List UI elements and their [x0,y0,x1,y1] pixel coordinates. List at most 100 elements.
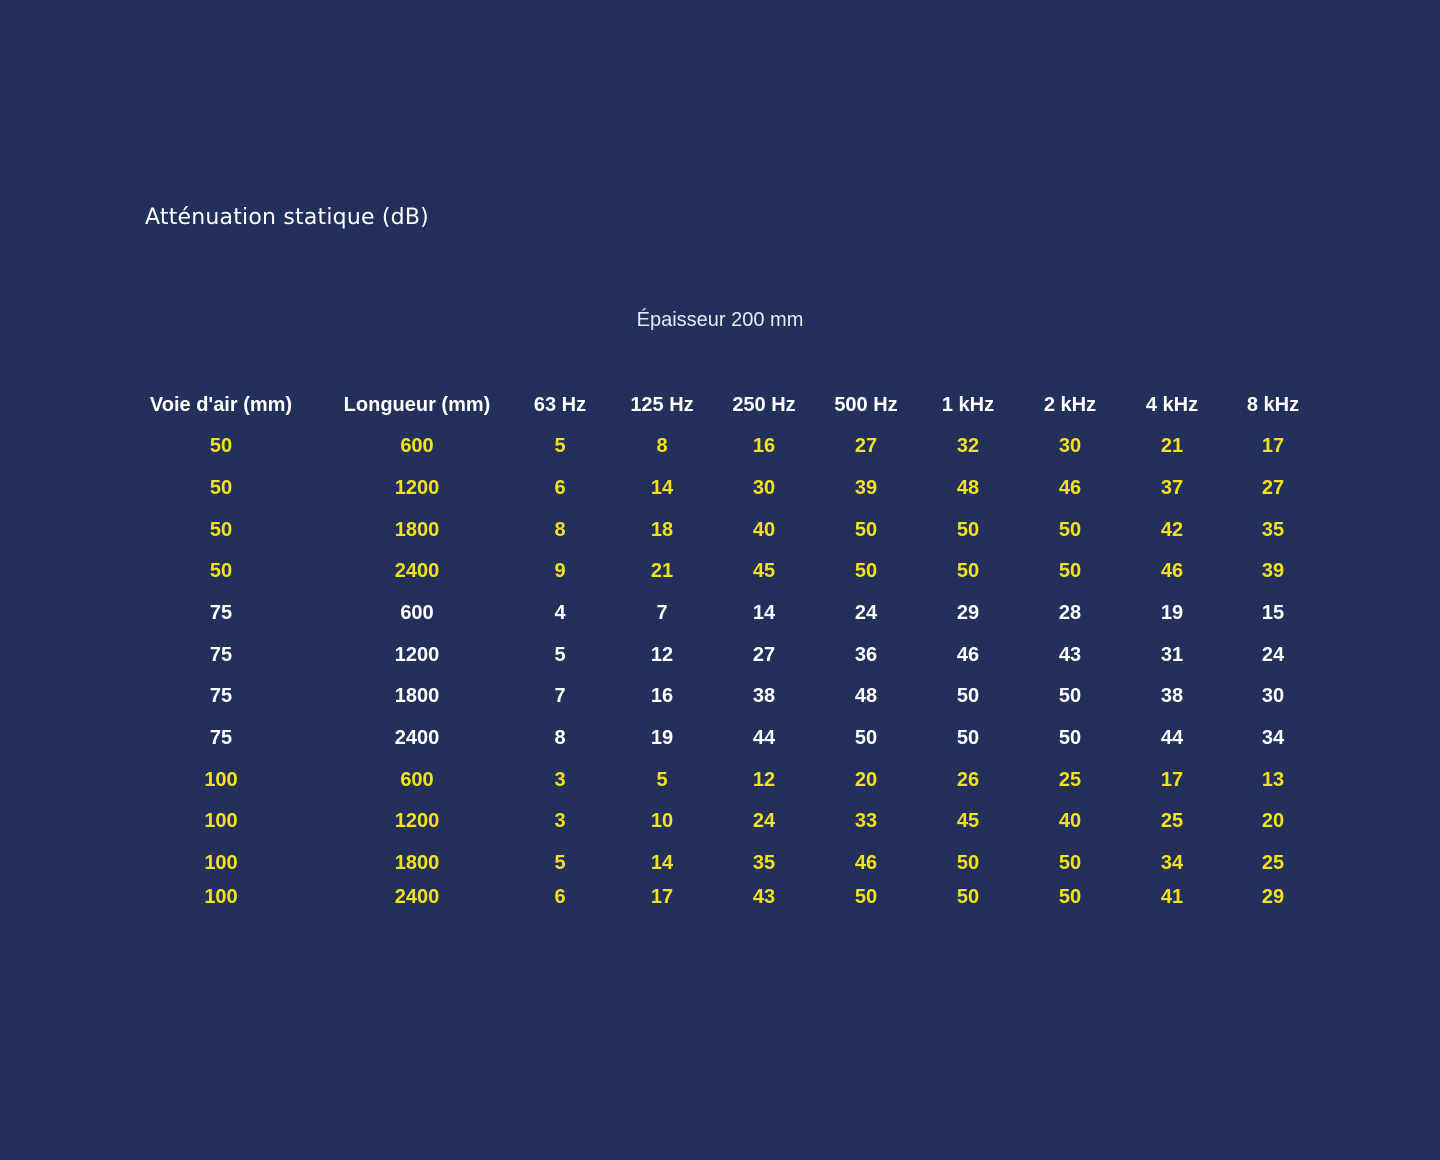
table-cell: 39 [854,477,878,499]
table-cell: 1800 [394,519,440,541]
table-cell: 12 [650,644,674,666]
table-cell: 50 [854,560,878,582]
table-cell: 25 [1058,769,1082,791]
table-cell: 24 [1261,644,1285,666]
table-cell: 29 [956,602,980,624]
table-cell: 34 [1261,727,1285,749]
column-header: Voie d'air (mm) [149,394,293,416]
table-cell: 35 [752,852,776,874]
table-cell: 42 [1160,519,1184,541]
column-header: 4 kHz [1145,394,1199,416]
table-cell: 6 [554,477,566,499]
table-cell: 46 [956,644,980,666]
table-cell: 40 [752,519,776,541]
table-cell: 24 [854,602,878,624]
table-cell: 46 [854,852,878,874]
column-header: 250 Hz [732,394,796,416]
table-cell: 50 [1058,886,1082,908]
table-cell: 50 [956,727,980,749]
table-cell: 100 [204,810,238,832]
table-cell: 6 [554,886,566,908]
table-cell: 48 [956,477,980,499]
table-cell: 8 [554,519,566,541]
table-cell: 15 [1261,602,1285,624]
table-cell: 100 [204,886,238,908]
table-cell: 75 [209,602,233,624]
table-cell: 7 [554,685,566,707]
table-cell: 19 [650,727,674,749]
table-cell: 5 [554,435,566,457]
table-cell: 45 [956,810,980,832]
table-cell: 7 [656,602,668,624]
table-cell: 50 [956,852,980,874]
table-cell: 27 [1261,477,1285,499]
table-cell: 75 [209,727,233,749]
column-header: Longueur (mm) [343,394,491,416]
table-cell: 2400 [394,727,440,749]
table-cell: 50 [1058,727,1082,749]
table-cell: 20 [854,769,878,791]
table-cell: 30 [752,477,776,499]
table-cell: 12 [752,769,776,791]
table-cell: 600 [400,435,434,457]
table-cell: 50 [1058,560,1082,582]
table-cell: 1200 [394,477,440,499]
table-cell: 9 [554,560,566,582]
table-cell: 16 [650,685,674,707]
table-cell: 24 [752,810,776,832]
table-cell: 3 [554,769,566,791]
table-cell: 30 [1261,685,1285,707]
table-cell: 30 [1058,435,1082,457]
table-cell: 50 [1058,519,1082,541]
table-cell: 17 [1160,769,1184,791]
table-cell: 35 [1261,519,1285,541]
table-cell: 18 [650,519,674,541]
table-cell: 50 [209,519,233,541]
table-cell: 41 [1160,886,1184,908]
table-subtitle: Épaisseur 200 mm [636,309,804,331]
page-title: Atténuation statique (dB) [145,205,429,230]
table-cell: 33 [854,810,878,832]
table-cell: 4 [554,602,566,624]
table-cell: 27 [854,435,878,457]
table-cell: 600 [400,602,434,624]
table-cell: 20 [1261,810,1285,832]
table-cell: 14 [752,602,776,624]
table-cell: 46 [1160,560,1184,582]
table-cell: 1800 [394,852,440,874]
table-cell: 16 [752,435,776,457]
table-cell: 29 [1261,886,1285,908]
table-cell: 50 [854,519,878,541]
table-cell: 25 [1261,852,1285,874]
table-cell: 50 [956,519,980,541]
table-cell: 44 [752,727,776,749]
column-header: 1 kHz [941,394,995,416]
table-cell: 43 [752,886,776,908]
table-cell: 5 [554,644,566,666]
table-cell: 38 [1160,685,1184,707]
table-cell: 34 [1160,852,1184,874]
table-cell: 1200 [394,810,440,832]
table-cell: 25 [1160,810,1184,832]
table-cell: 100 [204,769,238,791]
table-cell: 45 [752,560,776,582]
table-cell: 75 [209,644,233,666]
table-cell: 14 [650,852,674,874]
table-cell: 19 [1160,602,1184,624]
table-cell: 50 [209,560,233,582]
table-cell: 1800 [394,685,440,707]
table-cell: 75 [209,685,233,707]
table-cell: 21 [1160,435,1184,457]
table-cell: 36 [854,644,878,666]
table-cell: 21 [650,560,674,582]
table-cell: 27 [752,644,776,666]
table-cell: 17 [1261,435,1285,457]
table-cell: 14 [650,477,674,499]
table-cell: 50 [209,435,233,457]
table-cell: 3 [554,810,566,832]
table-cell: 100 [204,852,238,874]
column-header: 500 Hz [834,394,898,416]
table-cell: 38 [752,685,776,707]
table-cell: 10 [650,810,674,832]
table-cell: 2400 [394,560,440,582]
